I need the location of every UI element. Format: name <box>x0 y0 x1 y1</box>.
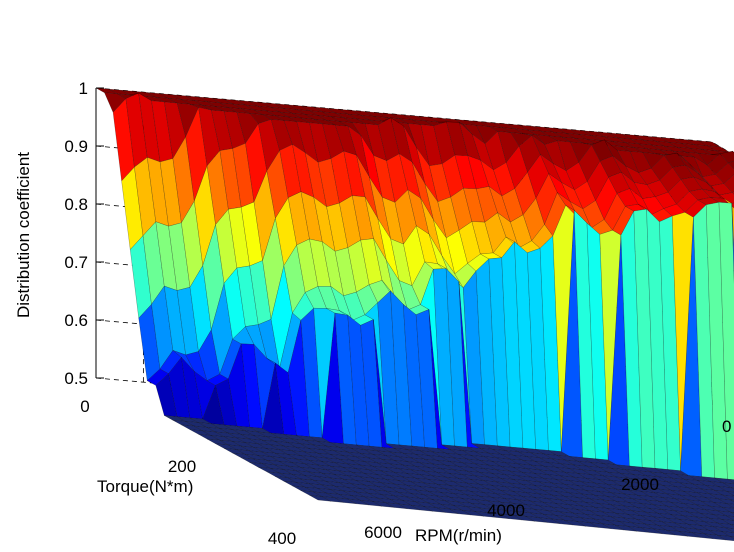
surface-cell <box>726 527 734 533</box>
surface-cell <box>726 515 734 521</box>
y-axis-ticks: 0 200 400 <box>80 397 296 548</box>
z-tick-label: 1 <box>79 79 88 98</box>
z-tick-label: 0.5 <box>64 369 88 388</box>
surface-cell <box>727 491 734 496</box>
y-tick-label: 200 <box>168 457 196 476</box>
surface-cell <box>731 203 734 282</box>
y-tick-label: 400 <box>268 529 296 548</box>
surface-cell <box>730 524 734 527</box>
surface-cell <box>730 536 734 539</box>
surface-cell <box>727 160 734 170</box>
surface-cell <box>730 512 734 515</box>
surface-mesh <box>95 87 734 541</box>
x-axis-label: RPM(r/min) <box>415 526 502 545</box>
surface-cell <box>732 151 734 153</box>
surface-cell <box>717 535 734 541</box>
surface-cell <box>731 499 734 502</box>
x-tick-label: 2000 <box>621 475 659 494</box>
surface-cell <box>726 503 734 509</box>
z-axis-label: Distribution coefficient <box>14 152 33 318</box>
z-tick-label: 0.7 <box>64 253 88 272</box>
x-tick-label: 6000 <box>364 523 402 542</box>
z-tick-label: 0.8 <box>64 195 88 214</box>
x-axis-ticks: 0 2000 4000 6000 <box>364 417 731 542</box>
x-tick-label: 4000 <box>487 501 525 520</box>
surface-cell <box>731 487 734 490</box>
x-tick-label: 0 <box>722 417 731 436</box>
z-tick-label: 0.9 <box>64 137 88 156</box>
y-axis-label: Torque(N*m) <box>97 477 193 496</box>
z-axis-ticks: 0.5 0.6 0.7 0.8 0.9 1 <box>64 79 104 388</box>
y-tick-label: 0 <box>80 397 89 416</box>
z-tick-label: 0.6 <box>64 311 88 330</box>
surface-cell <box>727 478 734 484</box>
